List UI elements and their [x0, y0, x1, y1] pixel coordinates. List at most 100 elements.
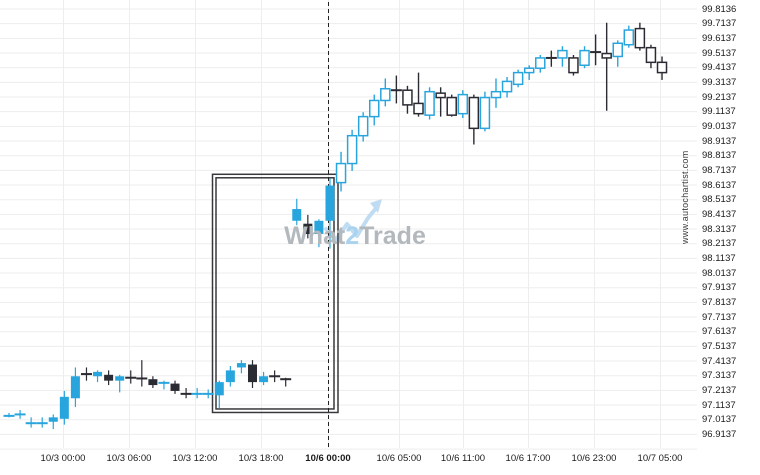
y-axis-tick-label: 99.5137 — [702, 47, 737, 59]
x-axis-tick-label: 10/6 00:00 — [305, 453, 351, 464]
x-axis-tick-label: 10/6 11:00 — [440, 453, 486, 464]
candle-body-filled — [214, 382, 224, 396]
y-axis-tick-label: 97.1137 — [702, 399, 736, 411]
candle-body-filled — [236, 363, 246, 368]
candle-body-hollow — [346, 134, 358, 165]
candle-body-hollow — [357, 115, 369, 137]
candle-body-filled — [93, 371, 103, 377]
candle-doji-bar — [14, 413, 26, 416]
y-axis-tick-label: 98.4137 — [702, 208, 737, 220]
watermark-text-what: What — [284, 222, 346, 250]
candle-doji-bar — [25, 422, 37, 425]
y-axis-tick-label: 97.3137 — [702, 370, 737, 382]
y-axis-tick-label: 99.4137 — [702, 62, 737, 74]
y-axis-tick-label: 98.2137 — [702, 238, 737, 250]
candle-doji-bar — [180, 392, 192, 395]
candle-body-filled — [48, 417, 58, 422]
y-axis-tick-label: 97.5137 — [702, 340, 737, 352]
x-axis-tick-label: 10/6 23:00 — [571, 453, 617, 464]
y-axis-tick-label: 98.3137 — [702, 223, 737, 235]
x-axis-tick-label: 10/6 17:00 — [505, 453, 551, 464]
candle-body-hollow — [479, 96, 491, 130]
candle-body-filled — [170, 383, 180, 391]
candle-body-hollow — [656, 61, 668, 74]
candle-body-hollow — [535, 57, 546, 69]
pattern-box-outer — [211, 173, 339, 414]
candle-body-hollow — [446, 96, 457, 116]
y-axis-tick-label: 98.8137 — [702, 150, 737, 162]
y-axis-tick-label: 97.4137 — [702, 355, 737, 367]
y-axis-tick-label: 97.8137 — [702, 296, 737, 308]
candle-body-hollow — [501, 80, 513, 93]
candle-body-hollow — [335, 162, 347, 184]
candle-body-hollow — [634, 27, 646, 49]
candle-doji-bar — [136, 377, 148, 380]
y-axis-tick-label: 97.9137 — [702, 282, 737, 294]
candle-body-filled — [148, 379, 158, 386]
y-axis-tick-label: 99.2137 — [702, 91, 737, 103]
candle-body-filled — [104, 374, 114, 381]
candle-doji-bar — [3, 414, 15, 417]
watermark: What2Trade — [269, 222, 441, 251]
candle-body-filled — [303, 223, 313, 234]
candle-body-filled — [325, 185, 335, 221]
candle-body-filled — [292, 209, 302, 221]
watermark-arrowhead-icon — [370, 199, 382, 213]
candle-body-hollow — [612, 42, 623, 58]
candle-body-filled — [259, 376, 269, 383]
candle-body-filled — [247, 364, 257, 383]
y-axis-tick-label: 97.0137 — [702, 414, 737, 426]
candle-doji-bar — [158, 381, 170, 384]
candle-body-filled — [225, 370, 235, 383]
autochartist-vertical-branding: www.autochartist.com — [680, 150, 690, 244]
y-axis-tick-label: 97.2137 — [702, 384, 737, 396]
x-axis-tick-label: 10/3 06:00 — [106, 453, 152, 464]
candle-body-filled — [115, 376, 125, 381]
y-axis-tick-label: 98.6137 — [702, 179, 737, 191]
pattern-box-inner — [215, 177, 335, 410]
y-axis-tick-label: 96.9137 — [702, 428, 737, 440]
candle-body-hollow — [645, 46, 657, 64]
candle-doji-bar — [191, 392, 203, 395]
candle-doji-bar — [125, 376, 137, 379]
x-axis-tick-label: 10/3 00:00 — [40, 453, 86, 464]
y-axis-tick-label: 98.0137 — [702, 267, 737, 279]
candle-doji-bar — [280, 378, 292, 381]
y-axis-tick-label: 98.5137 — [702, 194, 737, 206]
watermark-text-trade: Trade — [359, 222, 426, 250]
y-axis-tick-label: 98.7137 — [702, 164, 737, 176]
candle-body-hollow — [623, 29, 635, 46]
y-axis-tick-label: 99.3137 — [702, 76, 737, 88]
x-axis-tick-label: 10/3 12:00 — [172, 453, 218, 464]
y-axis-tick-label: 98.9137 — [702, 135, 737, 147]
x-axis-tick-label: 10/6 05:00 — [376, 453, 422, 464]
y-axis-tick-label: 99.7137 — [702, 18, 737, 30]
candle-body-hollow — [402, 89, 413, 106]
y-axis-tick-label: 99.0137 — [702, 120, 737, 132]
x-axis-tick-label: 10/3 18:00 — [238, 453, 284, 464]
candle-body-hollow — [424, 90, 435, 116]
candle-doji-bar — [202, 392, 214, 395]
candle-doji-bar — [80, 373, 92, 376]
candle-body-hollow — [368, 99, 380, 118]
candle-doji-bar — [36, 422, 48, 425]
candle-body-hollow — [457, 93, 469, 115]
candle-body-hollow — [380, 87, 391, 102]
y-axis-tick-label: 99.1137 — [702, 106, 736, 118]
candle-doji-bar — [390, 89, 402, 92]
candle-body-filled — [70, 376, 80, 399]
candle-body-filled — [59, 396, 69, 419]
y-axis-tick-label: 98.1137 — [702, 252, 736, 264]
y-axis-tick-label: 99.6137 — [702, 32, 737, 44]
candle-body-hollow — [568, 57, 579, 74]
candle-body-filled — [314, 220, 324, 234]
candle-body-hollow — [413, 102, 424, 115]
candle-body-hollow — [601, 52, 612, 59]
y-axis-tick-label: 97.6137 — [702, 326, 737, 338]
y-axis-tick-label: 99.8136 — [702, 3, 737, 15]
candle-doji-bar — [590, 51, 602, 54]
watermark-text-2: 2 — [345, 222, 360, 250]
candle-doji-bar — [269, 375, 281, 378]
